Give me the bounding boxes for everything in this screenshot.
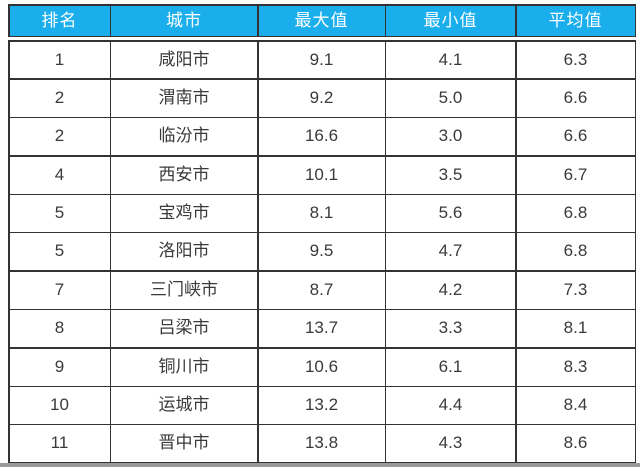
cell-rank: 4: [9, 156, 110, 194]
header-max: 最大值: [258, 5, 385, 36]
cell-avg: 6.6: [516, 118, 635, 156]
data-table: 排名 城市 最大值 最小值 平均值 1 咸阳市 9.1 4.1 6.3 2 渭南…: [8, 4, 636, 464]
cell-avg: 8.4: [516, 387, 635, 424]
cell-city: 临汾市: [111, 118, 257, 156]
cell-avg: 6.8: [516, 233, 635, 271]
table-header-row: 排名 城市 最大值 最小值 平均值: [8, 4, 636, 37]
bottom-edge-strip: [0, 463, 640, 467]
cell-city: 咸阳市: [111, 41, 257, 79]
cell-avg: 8.6: [516, 425, 635, 463]
cell-min: 3.3: [386, 310, 515, 348]
cell-min: 4.2: [386, 271, 515, 309]
cell-avg: 8.1: [516, 310, 635, 348]
cell-min: 4.4: [386, 387, 515, 424]
cell-rank: 5: [9, 233, 110, 271]
cell-max: 8.7: [258, 271, 385, 309]
cell-avg: 8.3: [516, 348, 635, 386]
cell-rank: 2: [9, 79, 110, 117]
cell-max: 13.2: [258, 387, 385, 424]
cell-rank: 10: [9, 387, 110, 424]
cell-max: 8.1: [258, 195, 385, 232]
cell-rank: 9: [9, 348, 110, 386]
cell-avg: 6.6: [516, 79, 635, 117]
cell-city: 铜川市: [111, 348, 257, 386]
cell-rank: 11: [9, 425, 110, 463]
cell-min: 3.5: [386, 156, 515, 194]
header-city: 城市: [111, 5, 257, 36]
cell-city: 晋中市: [111, 425, 257, 463]
cell-min: 5.0: [386, 79, 515, 117]
cell-rank: 2: [9, 118, 110, 156]
header-rank: 排名: [9, 5, 110, 36]
cell-city: 宝鸡市: [111, 195, 257, 232]
cell-max: 13.8: [258, 425, 385, 463]
header-min: 最小值: [386, 5, 515, 36]
cell-min: 4.3: [386, 425, 515, 463]
cell-avg: 6.7: [516, 156, 635, 194]
cell-max: 10.1: [258, 156, 385, 194]
cell-min: 4.7: [386, 233, 515, 271]
cell-city: 洛阳市: [111, 233, 257, 271]
cell-city: 运城市: [111, 387, 257, 424]
cell-max: 9.2: [258, 79, 385, 117]
cell-max: 16.6: [258, 118, 385, 156]
cell-max: 9.1: [258, 41, 385, 79]
cell-avg: 7.3: [516, 271, 635, 309]
cell-min: 4.1: [386, 41, 515, 79]
cell-min: 3.0: [386, 118, 515, 156]
cell-max: 9.5: [258, 233, 385, 271]
cell-city: 西安市: [111, 156, 257, 194]
cell-avg: 6.8: [516, 195, 635, 232]
cell-city: 吕梁市: [111, 310, 257, 348]
cell-city: 三门峡市: [111, 271, 257, 309]
cell-max: 13.7: [258, 310, 385, 348]
cell-max: 10.6: [258, 348, 385, 386]
cell-city: 渭南市: [111, 79, 257, 117]
cell-rank: 1: [9, 41, 110, 79]
cell-rank: 5: [9, 195, 110, 232]
cell-avg: 6.3: [516, 41, 635, 79]
cell-min: 5.6: [386, 195, 515, 232]
table-body: 1 咸阳市 9.1 4.1 6.3 2 渭南市 9.2 5.0 6.6 2 临汾…: [8, 40, 636, 464]
cell-rank: 7: [9, 271, 110, 309]
header-average: 平均值: [516, 5, 635, 36]
cell-min: 6.1: [386, 348, 515, 386]
cell-rank: 8: [9, 310, 110, 348]
